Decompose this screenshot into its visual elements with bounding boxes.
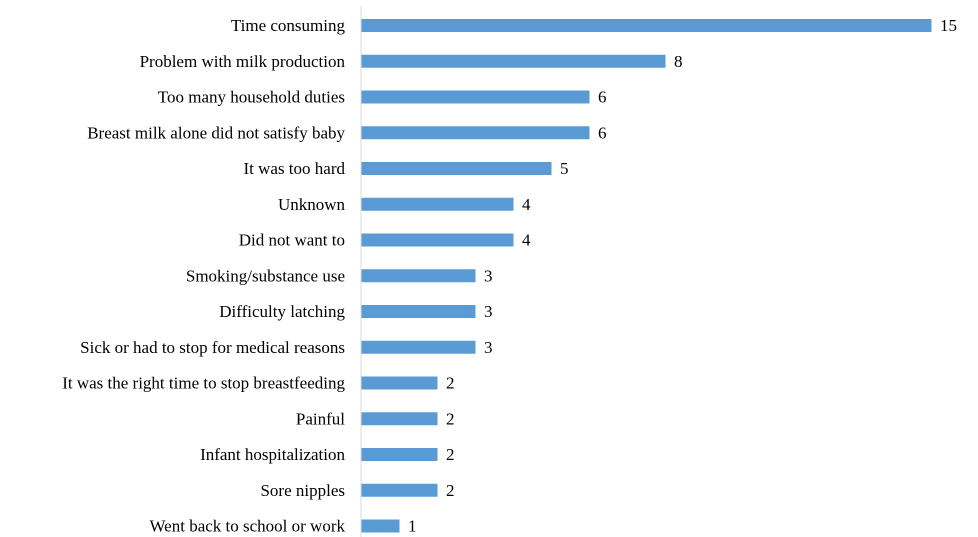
value-label: 2	[446, 481, 455, 500]
bar	[361, 90, 590, 104]
value-label: 3	[484, 302, 493, 321]
category-label: Problem with milk production	[140, 52, 346, 71]
category-label: It was the right time to stop breastfeed…	[62, 374, 345, 393]
bar	[361, 233, 514, 247]
bar	[361, 340, 476, 354]
value-label: 2	[446, 445, 455, 464]
value-label: 3	[484, 266, 493, 285]
bar	[361, 162, 552, 175]
category-labels-group: Time consuming Problem with milk producti…	[62, 16, 345, 536]
category-label: Too many household duties	[158, 88, 345, 107]
category-label: Smoking/substance use	[186, 266, 345, 285]
category-label: Breast milk alone did not satisfy baby	[87, 123, 345, 142]
value-label: 4	[522, 231, 531, 250]
bar	[361, 519, 400, 533]
bar	[361, 19, 932, 32]
bar	[361, 126, 590, 140]
bar	[361, 197, 514, 211]
bar	[361, 376, 438, 390]
category-label: It was too hard	[243, 159, 345, 178]
value-label: 5	[560, 159, 569, 178]
category-label: Difficulty latching	[219, 302, 345, 321]
value-label: 3	[484, 338, 493, 357]
category-label: Unknown	[278, 195, 346, 214]
bar	[361, 412, 438, 426]
value-label: 2	[446, 374, 455, 393]
bar	[361, 483, 438, 497]
bar	[361, 269, 476, 283]
value-label: 15	[940, 16, 957, 35]
value-label: 1	[408, 517, 417, 536]
category-label: Sore nipples	[260, 481, 345, 500]
value-label: 2	[446, 409, 455, 428]
category-label: Infant hospitalization	[200, 445, 345, 464]
bar	[361, 448, 438, 461]
value-label: 6	[598, 123, 607, 142]
category-label: Time consuming	[231, 16, 346, 35]
bars-group	[361, 19, 932, 533]
category-label: Painful	[296, 409, 345, 428]
category-label: Did not want to	[239, 231, 345, 250]
value-label: 4	[522, 195, 531, 214]
bar	[361, 305, 476, 318]
category-label: Sick or had to stop for medical reasons	[80, 338, 345, 357]
value-labels-group: 15 8 6 6 5 4 4 3 3 3 2 2 2 2 1	[408, 16, 957, 536]
bar	[361, 54, 666, 68]
category-label: Went back to school or work	[150, 517, 346, 536]
value-label: 6	[598, 88, 607, 107]
value-label: 8	[674, 52, 683, 71]
